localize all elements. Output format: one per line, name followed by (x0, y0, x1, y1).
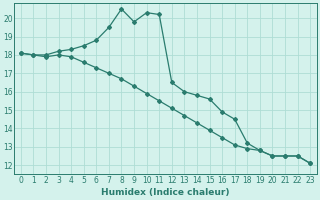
X-axis label: Humidex (Indice chaleur): Humidex (Indice chaleur) (101, 188, 230, 197)
